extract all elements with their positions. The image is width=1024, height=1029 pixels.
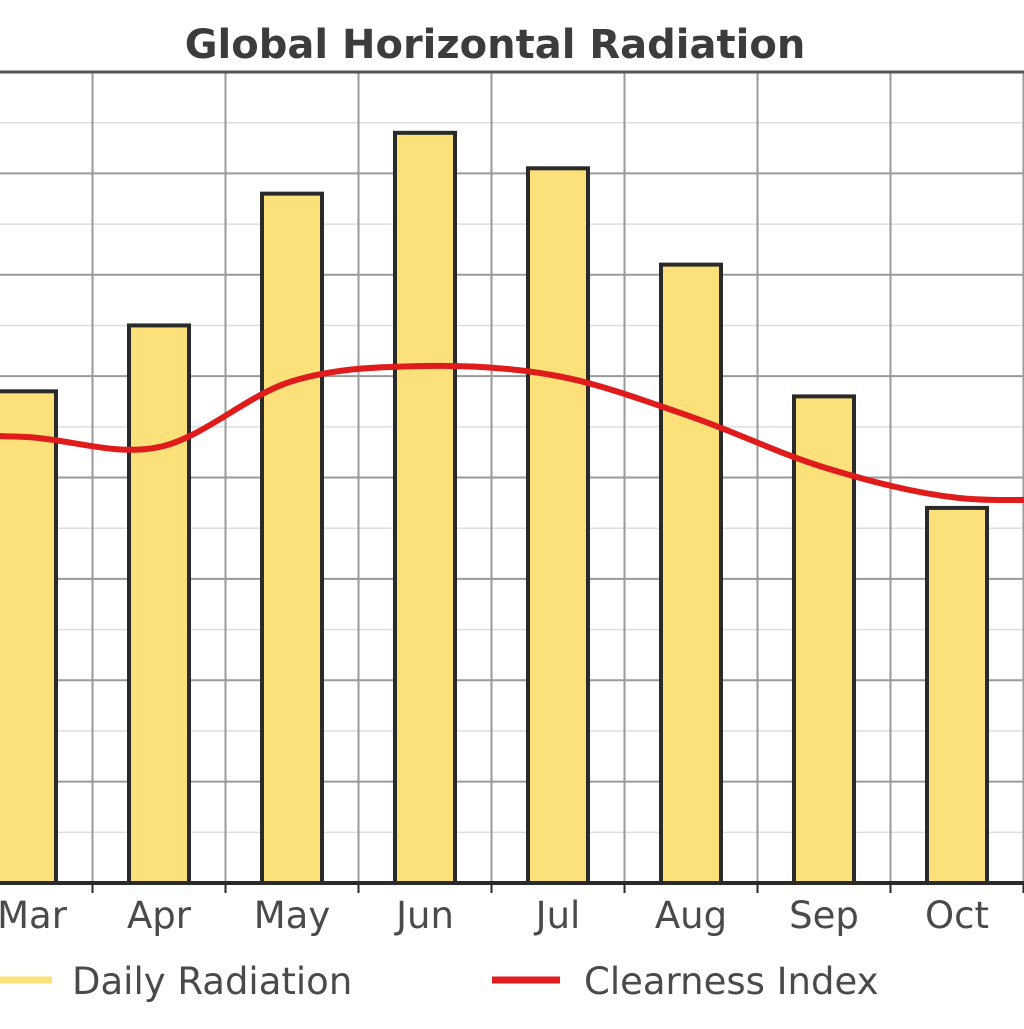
x-tick-label-jul: Jul [534, 894, 581, 937]
bar-daily-radiation-apr [127, 323, 191, 885]
bar-daily-radiation-aug [659, 262, 723, 885]
x-tick-label-aug: Aug [655, 894, 727, 937]
legend-label-clearness-index: Clearness Index [584, 960, 879, 1003]
legend-label-daily-radiation: Daily Radiation [72, 960, 352, 1003]
clearness-line-layer [0, 362, 1024, 504]
bar-daily-radiation-may [260, 191, 324, 885]
x-tick-labels: Mar Apr May Jun Jul Aug Sep Oct [0, 894, 989, 937]
x-tick-label-may: May [254, 894, 331, 937]
x-tick-label-oct: Oct [925, 894, 989, 937]
x-tick-label-jun: Jun [394, 894, 454, 937]
x-tick-label-mar: Mar [0, 894, 68, 937]
bar-daily-radiation-mar [0, 389, 58, 885]
x-tick-label-apr: Apr [127, 894, 192, 937]
clearness-index-line [0, 362, 1024, 504]
chart-title: Global Horizontal Radiation [185, 22, 806, 68]
legend: Daily Radiation Clearness Index [0, 960, 879, 1003]
x-tick-label-sep: Sep [789, 894, 859, 937]
bar-daily-radiation-jul [526, 166, 590, 885]
bar-daily-radiation-oct [925, 505, 989, 885]
bar-daily-radiation-jun [393, 130, 457, 885]
